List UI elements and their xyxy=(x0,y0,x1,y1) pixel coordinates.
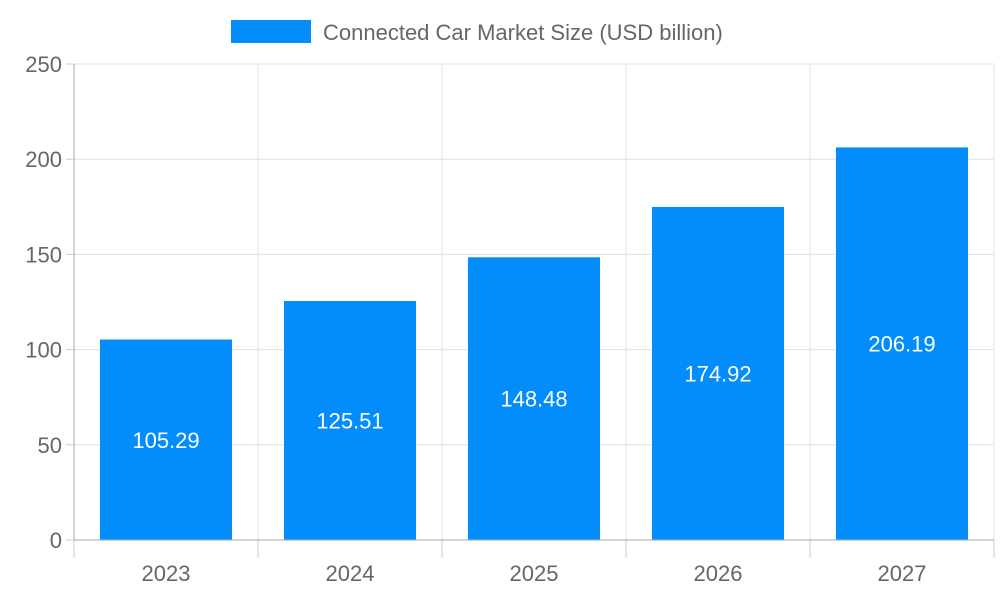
legend-label: Connected Car Market Size (USD billion) xyxy=(323,20,723,45)
x-tick-label: 2023 xyxy=(142,561,191,586)
bar-2025 xyxy=(468,257,600,540)
bar-2026 xyxy=(652,206,784,540)
axes: 0 50 100 150 200 250 2023 2024 2025 2026 2027 xyxy=(25,52,995,586)
legend[interactable]: Connected Car Market Size (USD billion) xyxy=(231,20,723,45)
data-label: 206.19 xyxy=(868,332,935,357)
data-label: 125.51 xyxy=(316,409,383,434)
bar-2023 xyxy=(100,339,232,540)
y-tick-label: 150 xyxy=(25,242,62,267)
legend-swatch xyxy=(231,20,311,43)
data-label: 174.92 xyxy=(684,361,751,386)
y-tick-label: 200 xyxy=(25,147,62,172)
x-tick-label: 2025 xyxy=(510,561,559,586)
bar-2024 xyxy=(284,301,416,540)
y-tick-label: 250 xyxy=(25,52,62,77)
x-tick-label: 2026 xyxy=(694,561,743,586)
x-tick-label: 2027 xyxy=(878,561,927,586)
y-tick-label: 50 xyxy=(38,433,62,458)
data-label: 148.48 xyxy=(500,387,567,412)
data-label: 105.29 xyxy=(132,428,199,453)
x-tick-label: 2024 xyxy=(326,561,375,586)
y-tick-label: 0 xyxy=(50,528,62,553)
y-tick-label: 100 xyxy=(25,338,62,363)
bar-2027 xyxy=(836,147,968,540)
bars: 105.29 125.51 148.48 174.92 206.19 xyxy=(100,147,968,540)
